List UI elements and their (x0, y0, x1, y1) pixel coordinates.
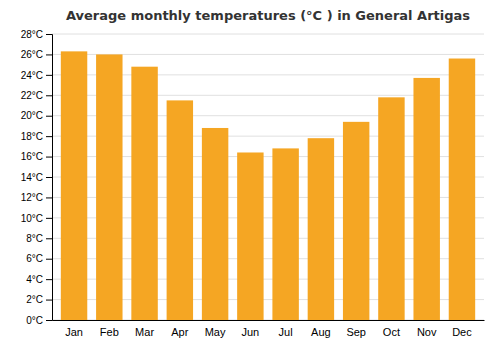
tick-mark (46, 320, 52, 321)
tick-label: Dec (452, 326, 472, 338)
bar (449, 59, 475, 320)
tick-mark (46, 279, 52, 280)
tick-label: Sep (346, 326, 366, 338)
bar (237, 152, 263, 320)
tick-mark (46, 157, 52, 158)
tick-label: Mar (135, 326, 154, 338)
tick-label: Oct (383, 326, 400, 338)
tick-label: Jul (279, 326, 293, 338)
x-axis: Jan Feb Mar Apr May Jun Jul Aug Sep Oct Nov Dec (53, 320, 485, 338)
bar (413, 78, 439, 320)
tick-label: 10°C (21, 213, 43, 224)
tick: 18°C (21, 131, 52, 142)
tick: 28°C (21, 29, 52, 40)
tick: 2°C (26, 294, 52, 305)
tick: Jan (65, 320, 83, 338)
tick: 22°C (21, 90, 52, 101)
tick: Apr (171, 320, 188, 338)
tick-mark (46, 136, 52, 137)
tick: May (205, 320, 226, 338)
tick: 0°C (26, 315, 52, 326)
tick-label: 26°C (21, 49, 43, 60)
bar (96, 54, 122, 320)
tick-label: 24°C (21, 70, 43, 81)
tick-label: 22°C (21, 90, 43, 101)
bar (131, 67, 157, 320)
tick-label: 4°C (26, 274, 43, 285)
tick-label: Aug (311, 326, 331, 338)
tick: 14°C (21, 172, 52, 183)
tick: 12°C (21, 192, 52, 203)
tick-label: 2°C (26, 294, 43, 305)
tick: Feb (100, 320, 119, 338)
tick: 26°C (21, 49, 52, 60)
tick-label: Feb (100, 326, 119, 338)
tick-label: 28°C (21, 29, 43, 40)
grid (52, 34, 484, 320)
axis-line (53, 320, 485, 321)
tick-label: 14°C (21, 172, 43, 183)
tick-mark (46, 238, 52, 239)
tick-label: 0°C (26, 315, 43, 326)
chart: Jan Feb Mar Apr May Jun Jul Aug Sep Oct Nov Dec 0°C 2… (0, 0, 500, 350)
bar (308, 138, 334, 320)
bar (378, 97, 404, 320)
bars (61, 51, 475, 320)
tick: Jun (241, 320, 259, 338)
tick-mark (46, 177, 52, 178)
tick-label: Nov (417, 326, 437, 338)
tick-label: May (205, 326, 226, 338)
bar (61, 51, 87, 320)
tick-mark (46, 95, 52, 96)
tick-label: 6°C (26, 253, 43, 264)
tick-label: Jan (65, 326, 83, 338)
tick: 16°C (21, 151, 52, 162)
tick-label: Apr (171, 326, 188, 338)
tick: 24°C (21, 70, 52, 81)
tick: Dec (452, 320, 472, 338)
bar (167, 100, 193, 320)
tick: Oct (383, 320, 400, 338)
tick-label: 16°C (21, 151, 43, 162)
tick-label: 18°C (21, 131, 43, 142)
tick: Sep (346, 320, 366, 338)
tick-mark (46, 34, 52, 35)
tick: 10°C (21, 213, 52, 224)
tick-label: 20°C (21, 110, 43, 121)
tick-mark (46, 259, 52, 260)
plot: Jan Feb Mar Apr May Jun Jul Aug Sep Oct Nov Dec 0°C 2… (21, 29, 485, 338)
tick-mark (46, 300, 52, 301)
tick-mark (46, 116, 52, 117)
tick: Mar (135, 320, 154, 338)
tick-label: 12°C (21, 192, 43, 203)
tick-mark (46, 54, 52, 55)
tick: 4°C (26, 274, 52, 285)
tick: Aug (311, 320, 331, 338)
bar (202, 128, 228, 320)
y-axis: 0°C 2°C 4°C 6°C 8°C 10°C 12°C 14°C 16°C 18°C 20°C 2… (21, 29, 53, 326)
tick-mark (46, 218, 52, 219)
tick: 8°C (26, 233, 52, 244)
tick: 6°C (26, 253, 52, 264)
bar (272, 148, 298, 320)
tick-label: Jun (241, 326, 259, 338)
axis-line (46, 35, 53, 321)
tick-mark (46, 197, 52, 198)
tick: Jul (279, 320, 293, 338)
title: Average monthly temperatures (°C ) in Ge… (66, 8, 470, 23)
bar (343, 122, 369, 320)
tick-label: 8°C (26, 233, 43, 244)
tick-mark (46, 75, 52, 76)
grid-line (52, 34, 484, 35)
tick: Nov (417, 320, 437, 338)
tick: 20°C (21, 110, 52, 121)
